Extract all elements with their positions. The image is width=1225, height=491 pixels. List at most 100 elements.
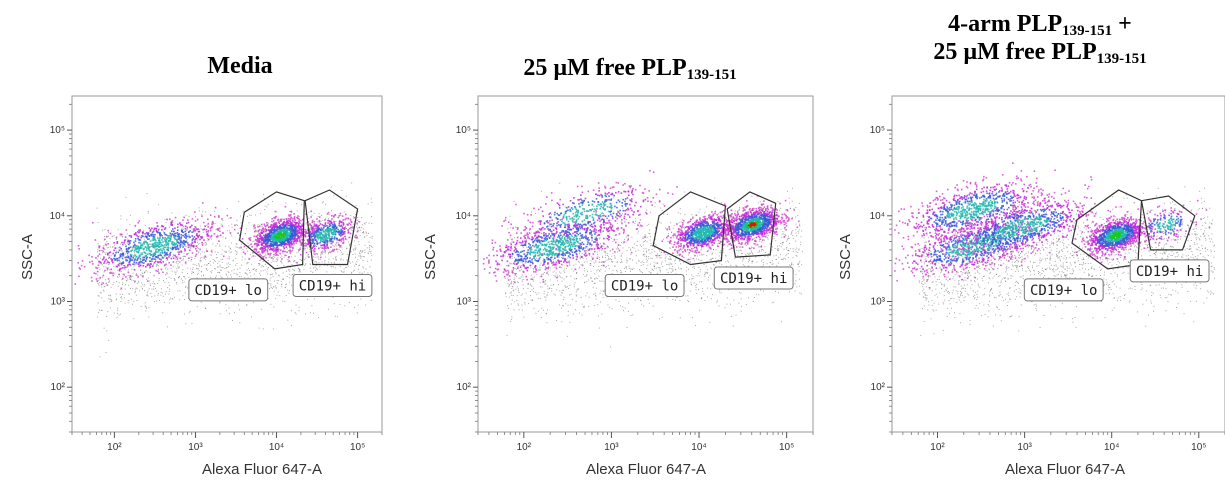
event-dot [284,229,287,232]
event-dot [205,308,207,310]
event-dot [318,262,320,264]
event-dot [195,237,197,240]
event-dot [197,236,199,239]
event-dot [670,257,672,259]
event-dot [317,247,320,250]
event-dot [288,227,291,230]
event-dot [270,230,272,232]
event-dot [187,287,189,289]
event-dot [535,292,537,294]
event-dot [207,224,209,226]
event-dot [236,251,238,253]
event-dot [163,264,166,266]
event-dot [343,268,345,270]
event-dot [646,251,648,253]
event-dot [191,218,194,220]
event-dot [114,273,116,275]
event-dot [271,226,274,229]
event-dot [559,290,561,292]
event-dot [281,255,283,257]
event-dot [148,252,151,255]
event-dot [139,235,141,237]
event-dot [196,277,198,279]
event-dot [99,278,101,280]
event-dot [169,232,172,235]
event-dot [177,290,179,292]
event-dot [142,264,145,267]
event-dot [225,274,227,276]
event-dot [187,231,190,234]
event-dot [139,264,141,266]
event-dot [286,220,289,223]
event-dot [113,255,116,257]
event-dot [181,271,183,273]
event-dot [280,237,282,239]
event-dot [293,226,296,228]
event-dot [285,221,288,224]
event-dot [259,253,261,256]
event-dot [361,272,363,274]
event-dot [188,249,191,252]
gate-label-cd19-hi: CD19+ hi [292,274,373,298]
event-dot [281,238,284,240]
event-dot [168,302,170,304]
event-dot [123,242,125,244]
event-dot [313,253,315,255]
event-dot [133,263,135,265]
event-dot [174,271,176,273]
event-dot [762,290,764,292]
event-dot [794,290,796,292]
event-dot [666,263,668,265]
event-dot [337,230,340,233]
event-dot [148,227,151,229]
event-dot [146,247,148,250]
event-dot [512,268,514,270]
event-dot [624,271,626,273]
event-dot [300,229,303,231]
event-dot [207,239,209,241]
event-dot [162,247,165,250]
event-dot [184,255,186,257]
event-dot [131,268,133,270]
event-dot [168,237,171,239]
event-dot [163,257,165,259]
event-dot [305,223,307,225]
event-dot [113,312,115,314]
event-dot [136,234,138,237]
event-dot [154,250,157,253]
event-dot [108,235,110,237]
event-dot [97,302,99,304]
event-dot [278,226,280,228]
event-dot [157,255,159,257]
event-dot [598,275,600,277]
event-dot [115,251,117,254]
event-dot [253,235,256,238]
event-dot [211,225,213,228]
event-dot [531,289,533,291]
event-dot [636,244,638,246]
event-dot [278,247,280,249]
event-dot [530,291,532,293]
event-dot [138,238,140,241]
event-dot [304,236,306,238]
event-dot [102,276,104,278]
event-dot [329,229,331,232]
event-dot [171,223,174,226]
event-dot [286,265,288,267]
event-dot [792,257,794,259]
event-dot [157,231,160,234]
event-dot [161,247,163,249]
event-dot [292,231,294,233]
event-dot [296,225,298,227]
event-dot [293,236,295,238]
event-dot [617,230,619,232]
event-dot [300,228,302,230]
event-dot [257,226,259,228]
event-dot [277,219,279,222]
event-dot [286,276,288,278]
event-dot [593,305,595,307]
event-dot [281,233,284,236]
event-dot [115,250,117,252]
event-dot [226,266,228,268]
event-dot [339,250,341,252]
